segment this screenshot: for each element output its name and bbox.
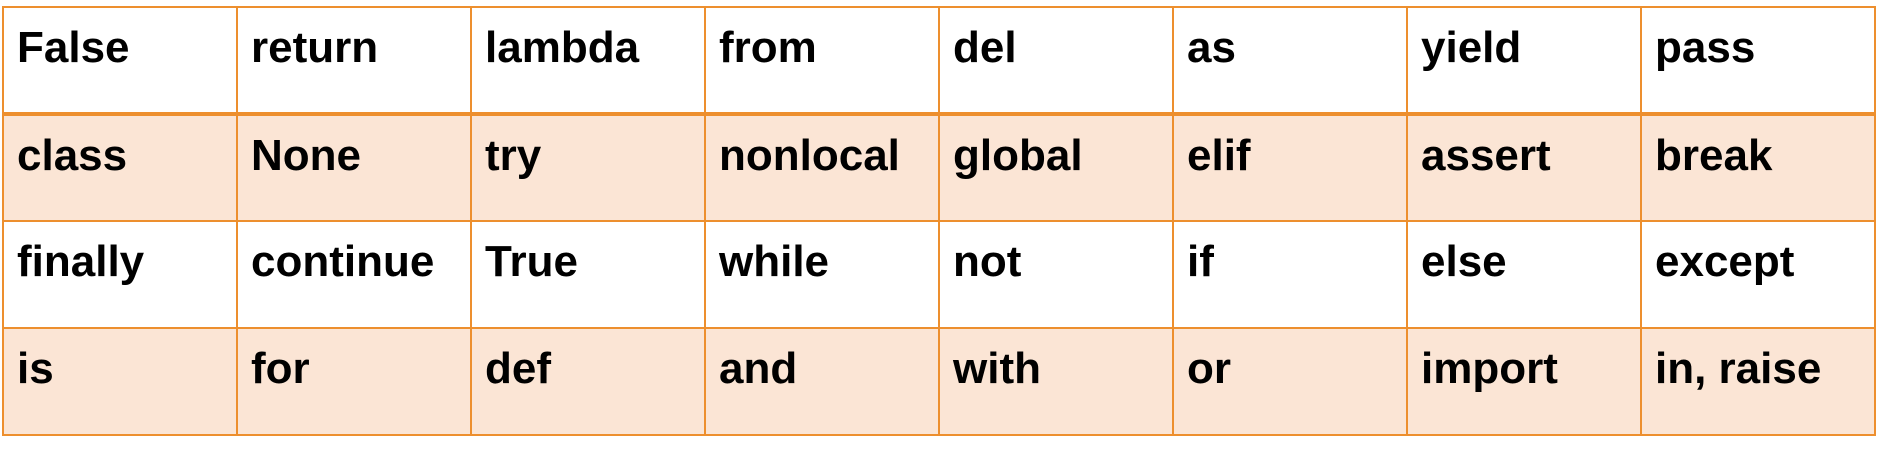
table-cell: yield [1406,6,1642,116]
table-cell: pass [1640,6,1876,116]
table-cell: in, raise [1640,327,1876,436]
table-cell: class [2,113,238,222]
table-cell: not [938,220,1174,329]
table-cell: continue [236,220,472,329]
table-cell: global [938,113,1174,222]
table-cell: return [236,6,472,116]
table-cell: assert [1406,113,1642,222]
table-cell: finally [2,220,238,329]
table-cell: lambda [470,6,706,116]
table-row: class None try nonlocal global elif asse… [2,113,1876,222]
table-cell: import [1406,327,1642,436]
table-cell: False [2,6,238,116]
table-cell: None [236,113,472,222]
table-cell: elif [1172,113,1408,222]
table-cell: if [1172,220,1408,329]
table-cell: nonlocal [704,113,940,222]
table-cell: try [470,113,706,222]
table-cell: while [704,220,940,329]
table-cell: with [938,327,1174,436]
table-row: is for def and with or import in, raise [2,327,1876,436]
table-cell: True [470,220,706,329]
table-cell: for [236,327,472,436]
table-cell: except [1640,220,1876,329]
table-cell: and [704,327,940,436]
table-cell: def [470,327,706,436]
table-row: finally continue True while not if else … [2,220,1876,329]
table-cell: is [2,327,238,436]
table-cell: from [704,6,940,116]
table-cell: else [1406,220,1642,329]
table-cell: del [938,6,1174,116]
table-cell: break [1640,113,1876,222]
table-cell: as [1172,6,1408,116]
table-row: False return lambda from del as yield pa… [2,6,1876,116]
table-cell: or [1172,327,1408,436]
python-keywords-table: False return lambda from del as yield pa… [2,6,1876,436]
